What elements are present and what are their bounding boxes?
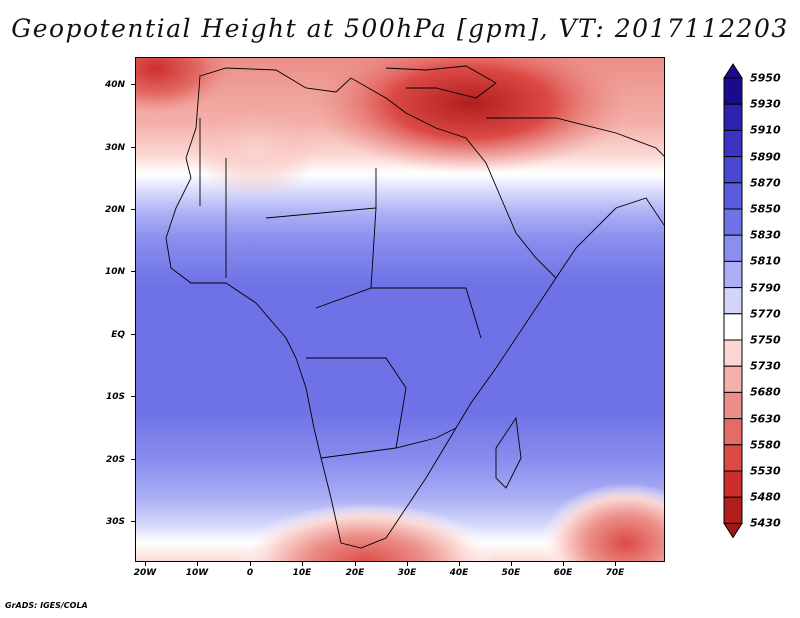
colorbar-segment — [723, 182, 743, 210]
lat-label: 20N — [104, 205, 125, 215]
map-panel — [135, 57, 665, 562]
lon-tick — [459, 562, 460, 566]
lon-tick — [250, 562, 251, 566]
colorbar-label: 5930 — [750, 97, 781, 111]
lon-label: 20W — [133, 568, 157, 578]
colorbar-label: 5870 — [750, 176, 781, 190]
colorbar-segment — [723, 103, 743, 131]
lon-label: 10E — [292, 568, 312, 578]
colorbar-segment — [723, 77, 743, 105]
lon-tick — [563, 562, 564, 566]
lon-label: 40E — [449, 568, 469, 578]
lat-label: 20S — [105, 455, 125, 465]
colorbar-label: 5890 — [750, 150, 781, 164]
lat-tick — [131, 459, 135, 460]
colorbar-segment — [723, 496, 743, 524]
map-title: Geopotential Height at 500hPa [gpm], VT:… — [11, 14, 789, 43]
lon-tick — [145, 562, 146, 566]
coastlines — [165, 65, 664, 549]
colorbar-segment — [723, 313, 743, 341]
lon-label: 60E — [553, 568, 573, 578]
colorbar-segment — [723, 156, 743, 184]
colorbar-label: 5810 — [750, 254, 781, 268]
lat-label: 10S — [105, 392, 125, 402]
colorbar-segment — [723, 444, 743, 472]
lat-label: 40N — [104, 80, 125, 90]
colorbar-segment — [723, 208, 743, 236]
lon-label: 0 — [246, 568, 254, 578]
lon-label: 20E — [345, 568, 365, 578]
colorbar-label: 5750 — [750, 333, 781, 347]
colorbar-label: 5910 — [750, 123, 781, 137]
lat-tick — [131, 396, 135, 397]
lat-label: 30N — [104, 143, 125, 153]
lon-tick — [407, 562, 408, 566]
lat-tick — [131, 84, 135, 85]
colorbar-top-arrow — [723, 63, 743, 79]
lon-tick — [197, 562, 198, 566]
lon-label: 50E — [501, 568, 521, 578]
colorbar-label: 5630 — [750, 412, 781, 426]
colorbar-label: 5530 — [750, 464, 781, 478]
colorbar-label: 5790 — [750, 281, 781, 295]
lat-tick — [131, 209, 135, 210]
lon-tick — [615, 562, 616, 566]
colorbar-label: 5830 — [750, 228, 781, 242]
colorbar-segment — [723, 129, 743, 158]
lon-label: 30E — [397, 568, 417, 578]
colorbar-segment — [723, 260, 743, 289]
colorbar-label: 5680 — [750, 385, 781, 399]
colorbar-segment — [723, 234, 743, 262]
lon-label: 10W — [185, 568, 209, 578]
lon-tick — [511, 562, 512, 566]
lat-tick — [131, 521, 135, 522]
colorbar-label: 5580 — [750, 438, 781, 452]
colorbar-bottom-arrow — [723, 522, 743, 539]
colorbar-label: 5730 — [750, 359, 781, 373]
lat-tick — [131, 271, 135, 272]
colorbar-segment — [723, 470, 743, 498]
lat-label: 30S — [105, 517, 125, 527]
colorbar-label: 5480 — [750, 490, 781, 504]
lat-label: EQ — [111, 330, 125, 340]
geopotential-field — [136, 58, 664, 561]
lon-tick — [302, 562, 303, 566]
lon-tick — [355, 562, 356, 566]
credit-text: GrADS: IGES/COLA — [5, 601, 88, 610]
colorbar-segment — [723, 365, 743, 393]
colorbar-label: 5430 — [750, 516, 781, 530]
colorbar-segment — [723, 418, 743, 446]
lat-tick — [131, 147, 135, 148]
colorbar-label: 5770 — [750, 307, 781, 321]
lon-label: 70E — [605, 568, 625, 578]
colorbar-segment — [723, 287, 743, 315]
colorbar-label: 5950 — [750, 71, 781, 85]
lat-tick — [131, 334, 135, 335]
colorbar-segment — [723, 339, 743, 367]
colorbar-label: 5850 — [750, 202, 781, 216]
colorbar-segment — [723, 391, 743, 420]
lat-label: 10N — [104, 267, 125, 277]
